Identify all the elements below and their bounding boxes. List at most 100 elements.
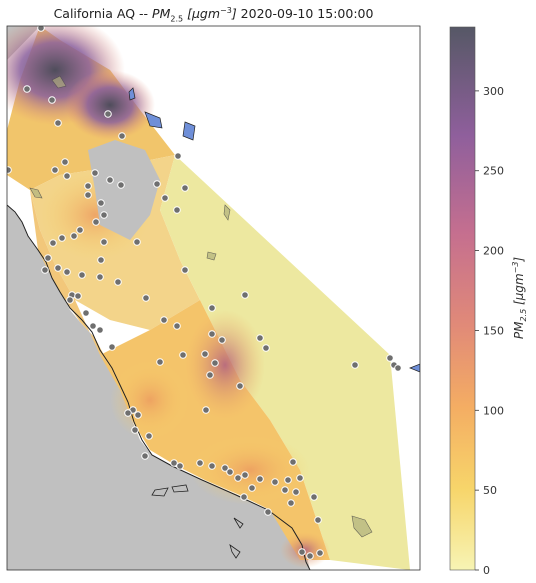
station-marker [66, 296, 74, 304]
station-marker [170, 459, 178, 467]
coastline [7, 204, 311, 570]
station-marker [89, 322, 97, 330]
station-marker [386, 354, 394, 362]
station-marker [298, 548, 306, 556]
map-title: California AQ -- PM2.5 [μgm−3] 2020-09-1… [53, 6, 374, 24]
station-marker [226, 468, 234, 476]
station-marker [124, 409, 132, 417]
station-marker [84, 191, 92, 199]
station-marker [54, 264, 62, 272]
station-marker [181, 184, 189, 192]
colorbar-tick-label: 50 [483, 484, 497, 497]
station-marker [141, 452, 149, 460]
station-marker [7, 166, 12, 174]
station-marker [161, 194, 169, 202]
station-marker [208, 462, 216, 470]
station-marker [234, 474, 242, 482]
station-marker [37, 26, 45, 32]
station-marker [92, 218, 100, 226]
station-marker [49, 239, 57, 247]
station-marker [296, 474, 304, 482]
station-marker [97, 199, 105, 207]
station-marker [196, 459, 204, 467]
station-marker [91, 169, 99, 177]
station-marker [100, 238, 108, 246]
station-marker [74, 292, 82, 300]
station-marker [84, 182, 92, 190]
station-marker [240, 493, 248, 501]
station-marker [284, 476, 292, 484]
station-markers [7, 26, 402, 560]
station-marker [63, 268, 71, 276]
station-marker [306, 552, 314, 560]
station-marker [145, 432, 153, 440]
station-marker [156, 358, 164, 366]
station-marker [310, 493, 318, 501]
station-marker [174, 152, 182, 160]
station-marker [82, 309, 90, 317]
station-marker [54, 119, 62, 127]
station-marker [287, 499, 295, 507]
station-marker [100, 211, 108, 219]
station-marker [208, 330, 216, 338]
station-marker [173, 322, 181, 330]
station-marker [394, 364, 402, 372]
station-marker [351, 361, 359, 369]
station-marker [108, 343, 116, 351]
station-marker [289, 458, 297, 466]
colorbar-tick-label: 100 [483, 404, 504, 417]
station-marker [208, 304, 216, 312]
station-marker [271, 478, 279, 486]
station-marker [211, 359, 219, 367]
colorbar [450, 27, 475, 570]
water-bodies [29, 75, 420, 538]
colorbar-tick-label: 250 [483, 165, 504, 178]
station-marker [96, 273, 104, 281]
station-marker [206, 371, 214, 379]
field-east [160, 155, 410, 570]
station-marker [78, 271, 86, 279]
station-marker [202, 406, 210, 414]
station-marker [48, 96, 56, 104]
station-marker [142, 294, 150, 302]
colorbar-label: PM2.5 [μgm−3] [511, 257, 528, 340]
station-marker [218, 336, 226, 344]
warm-area-2 [190, 435, 310, 505]
hotspot-central [185, 310, 265, 420]
station-marker [44, 254, 52, 262]
colorbar-ticks: 0 50 100 150 200 250 300 [475, 85, 504, 577]
station-marker [316, 549, 324, 557]
station-marker [256, 334, 264, 342]
station-marker [160, 316, 168, 324]
station-marker [23, 85, 31, 93]
station-marker [61, 158, 69, 166]
station-marker [106, 176, 114, 184]
station-marker [131, 426, 139, 434]
station-marker [179, 351, 187, 359]
station-marker [153, 180, 161, 188]
station-marker [70, 232, 78, 240]
station-marker [118, 132, 126, 140]
map-frame [6, 25, 421, 571]
station-marker [221, 464, 229, 472]
station-marker [76, 226, 84, 234]
station-marker [96, 326, 104, 334]
station-marker [262, 344, 270, 352]
colorbar-tick-label: 300 [483, 85, 504, 98]
station-marker [97, 256, 105, 264]
station-marker [114, 278, 122, 286]
station-marker [134, 411, 142, 419]
station-marker [281, 486, 289, 494]
station-marker [292, 488, 300, 496]
station-marker [248, 484, 256, 492]
station-marker [133, 238, 141, 246]
station-marker [181, 266, 189, 274]
colorbar-tick-label: 0 [483, 564, 490, 577]
station-marker [256, 475, 264, 483]
station-marker [236, 382, 244, 390]
station-marker [104, 110, 112, 118]
station-marker [241, 471, 249, 479]
colorbar-tick-label: 200 [483, 245, 504, 258]
station-marker [41, 266, 49, 274]
